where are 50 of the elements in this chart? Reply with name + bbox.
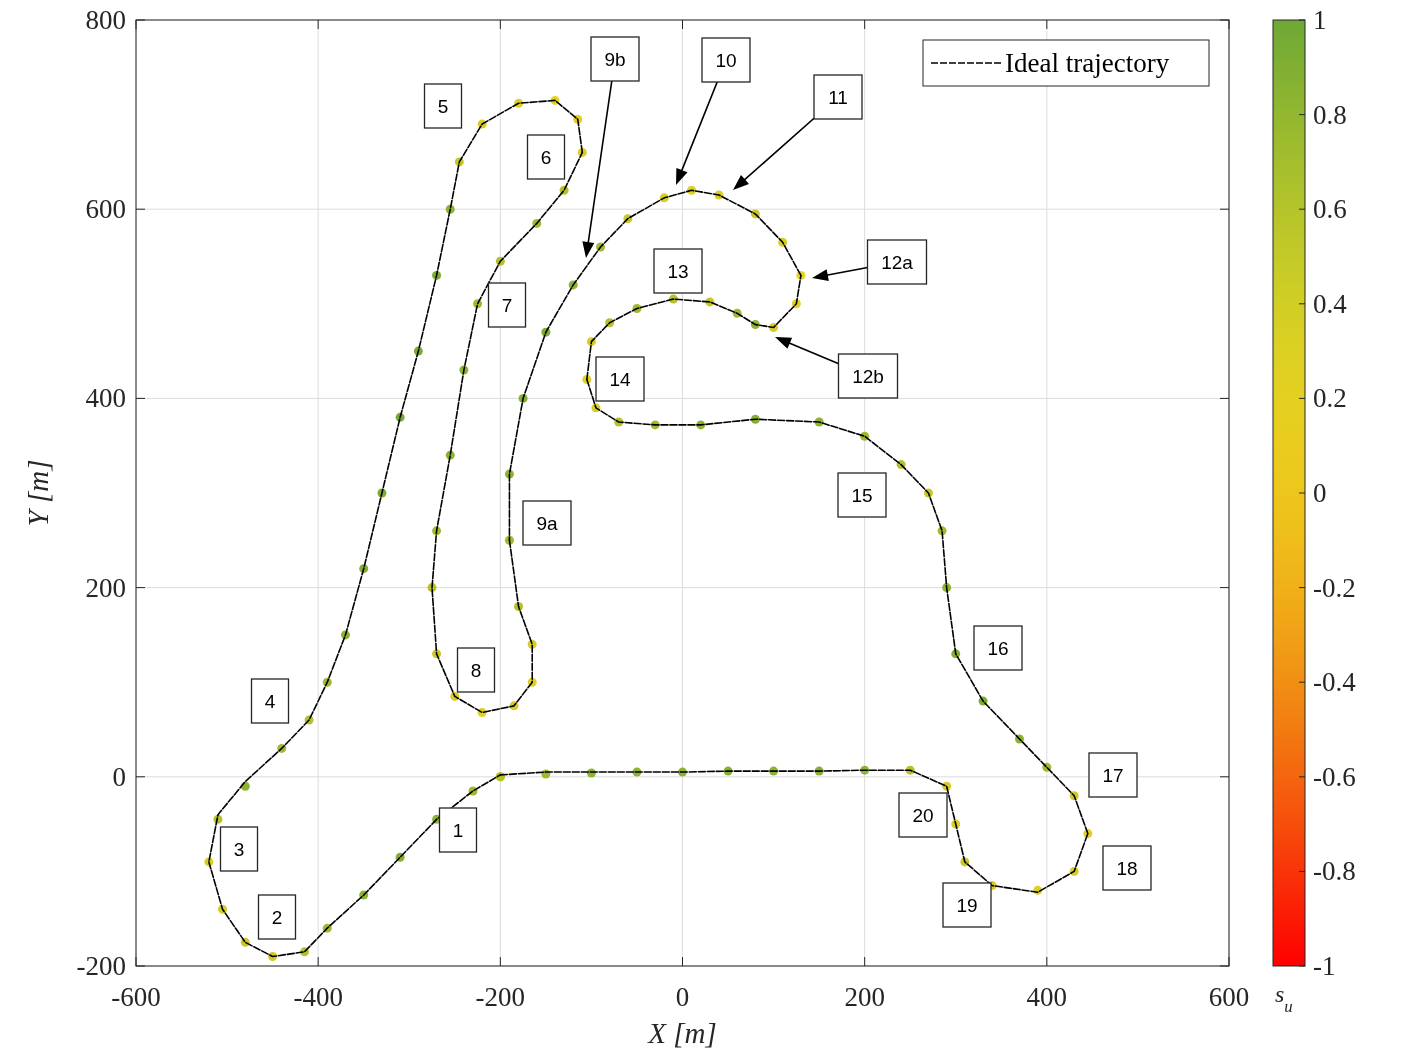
annotation: 1 [452,820,464,841]
annotation: 5 [437,96,449,117]
annotation: 14 [609,369,631,390]
x-tick-label: 400 [1026,982,1068,1012]
y-tick-label: 400 [85,383,126,414]
annotation: 17 [1102,765,1124,786]
annotation: 9a [536,513,558,534]
color-bar-label: -1 [1313,951,1336,981]
color-bar-label: 0 [1313,478,1327,508]
color-bar-title: s$_{u}$ [1275,981,1293,1016]
annotation: 12a [881,252,914,273]
annotation: 16 [987,638,1009,659]
annotation: 2 [271,907,283,928]
x-axis-title: X [m] [647,1017,717,1049]
annotation: 15 [851,485,873,506]
color-bar-label: 0.2 [1313,383,1347,414]
color-bar-label: 0.4 [1313,288,1348,319]
y-axis-title: Y [m] [22,459,54,527]
annotation: 8 [470,660,482,681]
annotation: 10 [715,50,737,71]
x-tick-label: 200 [844,982,885,1012]
annotation: 18 [1116,858,1138,879]
x-tick-label: -200 [475,982,526,1012]
annotation: 19 [956,895,978,916]
y-tick-label: 0 [112,761,126,792]
y-tick-label: 800 [85,5,126,35]
color-bar-label: 0.8 [1313,99,1347,130]
annotation: 6 [540,147,552,168]
y-tick-label: 600 [85,194,126,225]
annotation: 9b [604,49,626,70]
y-tick-label: -200 [76,951,126,981]
x-tick-label: 0 [675,982,690,1012]
annotation: 11 [828,87,848,108]
color-bar-label: -0.6 [1313,761,1356,792]
color-bar-label: 0.6 [1313,194,1347,225]
color-bar-label: -0.4 [1313,667,1357,698]
y-tick-label: 200 [85,572,126,603]
annotation: 12b [852,366,884,387]
annotation: 3 [233,839,245,860]
annotation: 20 [912,805,934,826]
x-tick-label: -600 [111,982,161,1012]
color-bar-label: 1 [1313,5,1327,35]
annotation: 4 [264,691,276,712]
color-bar-label: -0.8 [1313,856,1356,887]
legend-label: Ideal trajectory [1005,48,1170,78]
x-tick-label: -400 [293,982,343,1012]
annotation: 13 [667,261,689,282]
annotation: 7 [501,295,513,316]
x-tick-label: 600 [1208,982,1250,1012]
color-bar-label: -0.2 [1313,572,1356,603]
